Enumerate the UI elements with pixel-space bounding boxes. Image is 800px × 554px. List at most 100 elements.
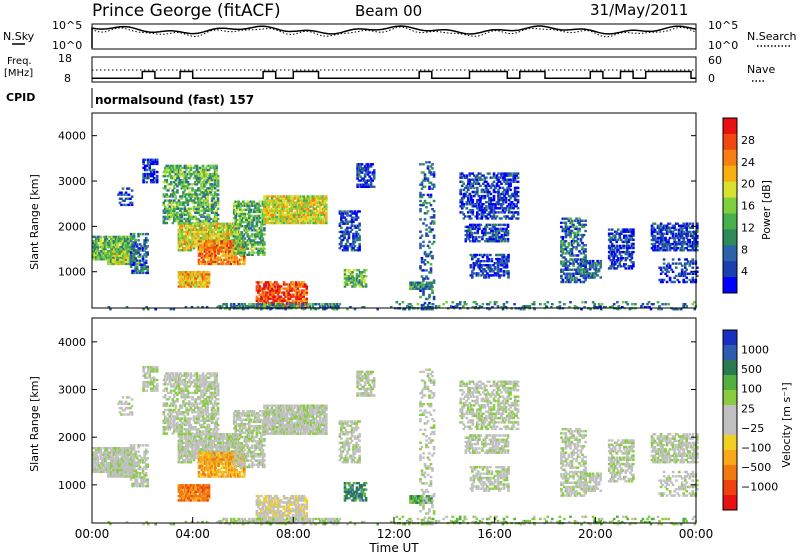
power-cell	[509, 188, 512, 192]
power-cell	[104, 237, 107, 241]
power-cell	[584, 278, 587, 282]
power-cell	[177, 273, 181, 276]
power-cell	[420, 183, 424, 186]
power-cell	[180, 166, 184, 170]
power-cell	[302, 301, 305, 305]
power-cell	[569, 272, 572, 275]
power-cell	[123, 241, 127, 245]
power-cell	[96, 258, 100, 261]
power-cell	[227, 242, 231, 245]
power-cell	[197, 228, 200, 231]
power-cell	[351, 271, 354, 274]
power-cell	[251, 233, 254, 236]
power-cell	[294, 217, 298, 221]
power-cell	[179, 228, 182, 231]
power-cell	[270, 199, 274, 202]
power-cell	[338, 212, 342, 215]
power-cell	[420, 269, 424, 272]
power-cell	[349, 277, 353, 280]
power-cell	[260, 225, 263, 228]
power-cell	[241, 256, 245, 259]
power-cell	[243, 237, 247, 240]
power-cell	[186, 283, 190, 286]
power-cell	[343, 222, 346, 225]
power-cell	[197, 271, 200, 274]
power-cell	[363, 167, 367, 170]
power-cell	[114, 260, 118, 263]
power-cell	[224, 230, 227, 234]
power-cell	[261, 218, 265, 222]
power-cell	[243, 258, 246, 261]
power-cell	[213, 232, 217, 236]
power-cell	[570, 278, 574, 282]
power-cell	[245, 241, 248, 244]
power-cell	[104, 256, 107, 259]
power-cell	[111, 241, 115, 245]
power-cell	[209, 250, 213, 253]
power-cell	[360, 277, 363, 280]
power-cell	[302, 303, 305, 306]
power-cell	[264, 203, 268, 206]
power-cell	[207, 213, 211, 217]
power-cell	[206, 275, 209, 278]
power-cell	[117, 245, 121, 249]
power-cell	[221, 224, 224, 227]
power-cell	[316, 209, 319, 212]
power-cell	[266, 287, 269, 290]
power-cell	[243, 262, 246, 266]
power-cell	[214, 256, 217, 259]
power-cell	[263, 247, 266, 250]
power-cell	[278, 295, 281, 298]
power-cell	[297, 207, 301, 210]
power-cell	[275, 209, 278, 212]
power-cell	[291, 305, 295, 308]
power-cell	[285, 201, 289, 204]
power-cell	[352, 285, 356, 288]
power-cell	[425, 224, 428, 227]
power-cell	[237, 206, 241, 209]
power-cell	[208, 262, 211, 266]
power-cell	[431, 228, 434, 231]
power-cell	[257, 233, 260, 236]
power-cell	[344, 245, 348, 248]
power-cell	[197, 207, 200, 210]
power-cell	[357, 283, 360, 286]
power-cell	[101, 241, 104, 245]
power-cell	[204, 234, 208, 238]
power-cell	[176, 219, 179, 223]
power-cell	[419, 267, 422, 270]
power-cell	[366, 183, 370, 186]
power-cell	[353, 240, 357, 244]
power-cell	[215, 234, 218, 238]
power-cell	[192, 279, 196, 282]
power-cell	[305, 301, 308, 305]
power-cell	[240, 212, 244, 216]
power-cell	[290, 207, 293, 210]
power-cell	[216, 174, 220, 178]
power-cell	[227, 256, 231, 259]
power-cell	[209, 260, 213, 263]
power-cell	[255, 218, 259, 222]
power-cell	[251, 229, 254, 232]
power-cell	[363, 271, 366, 274]
power-cell	[615, 261, 619, 264]
power-cell	[272, 199, 275, 202]
power-cell	[213, 201, 217, 204]
power-cell	[206, 232, 209, 236]
power-cell	[305, 203, 308, 206]
power-cell	[270, 215, 274, 219]
power-cell	[297, 281, 301, 284]
power-cell	[340, 240, 343, 244]
power-cell	[216, 193, 220, 196]
power-cell	[261, 253, 265, 256]
power-cell	[341, 212, 345, 215]
power-cell	[620, 246, 623, 250]
power-cell	[360, 275, 363, 278]
power-cell	[96, 256, 100, 259]
power-cell	[252, 210, 256, 214]
power-cell	[470, 231, 474, 235]
power-cell	[98, 252, 101, 255]
power-cell	[291, 215, 295, 219]
power-cell	[143, 253, 146, 256]
